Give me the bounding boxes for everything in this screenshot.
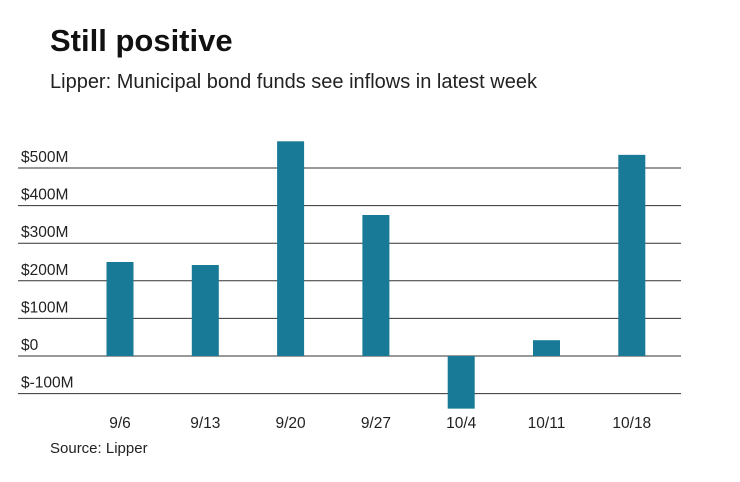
- y-tick-label: $500M: [21, 149, 68, 166]
- y-tick-label: $100M: [21, 299, 68, 316]
- x-category-label: 9/20: [276, 415, 307, 432]
- bar-10-11: [533, 340, 560, 356]
- bars: [106, 141, 646, 409]
- x-category-label: 10/4: [446, 415, 477, 432]
- chart-subtitle: Lipper: Municipal bond funds see inflows…: [50, 71, 537, 93]
- y-tick-label: $200M: [21, 262, 68, 279]
- y-axis-ticks: $-100M $0 $100M $200M $300M $400M $500M: [21, 149, 74, 392]
- bar-9-20: [277, 141, 305, 356]
- x-category-label: 9/6: [109, 415, 131, 432]
- bar-9-6: [106, 262, 134, 356]
- x-category-label: 10/18: [612, 415, 651, 432]
- bar-9-27: [362, 215, 390, 356]
- bar-10-18: [618, 154, 646, 356]
- x-axis-categories: 9/6 9/13 9/20 9/27 10/4 10/11 10/18: [109, 415, 651, 432]
- x-category-label: 9/27: [361, 415, 391, 432]
- y-tick-label: $400M: [21, 187, 68, 204]
- gridlines: [18, 167, 681, 395]
- x-category-label: 10/11: [528, 415, 566, 432]
- y-tick-label: $300M: [21, 224, 68, 241]
- bar-10-4: [447, 356, 475, 409]
- source-note: Source: Lipper: [50, 440, 148, 457]
- x-category-label: 9/13: [190, 415, 220, 432]
- y-tick-label: $-100M: [21, 375, 74, 392]
- chart-title: Still positive: [50, 23, 233, 58]
- y-tick-label: $0: [21, 337, 39, 354]
- bar-9-13: [191, 265, 219, 356]
